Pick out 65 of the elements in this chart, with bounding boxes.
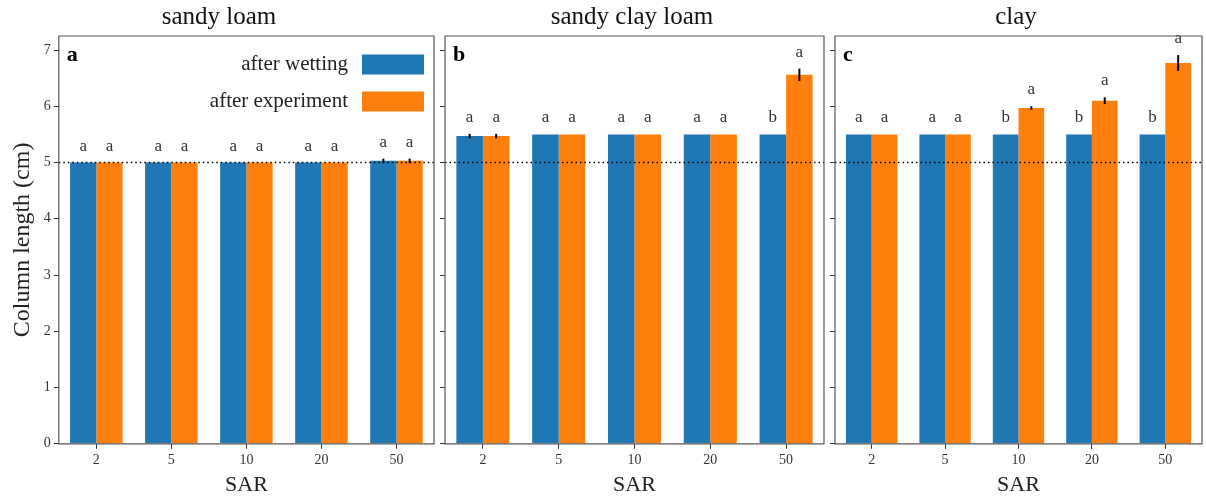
x-axis-title: SAR bbox=[613, 470, 657, 496]
annotation: a bbox=[492, 106, 501, 126]
annotation: a bbox=[1027, 79, 1036, 99]
chart-title: clay bbox=[995, 1, 1038, 29]
annotation: a bbox=[79, 135, 88, 155]
annotation: c bbox=[843, 40, 853, 66]
y-tick-label: 2 bbox=[43, 322, 51, 338]
annotation: b bbox=[453, 40, 466, 66]
annotation: a bbox=[405, 131, 414, 151]
y-axis-title: Column length (cm) bbox=[7, 142, 34, 338]
annotation: a bbox=[105, 135, 114, 155]
annotation: a bbox=[880, 107, 889, 127]
y-tick-label: 0 bbox=[43, 435, 51, 451]
x-axis-title: SAR bbox=[997, 470, 1041, 496]
annotation: a bbox=[643, 107, 652, 127]
chart-title: sandy loam bbox=[161, 1, 277, 29]
x-tick-label: 10 bbox=[627, 451, 642, 467]
annotation: b bbox=[768, 107, 778, 127]
x-tick-label: 50 bbox=[389, 451, 404, 467]
annotation: a bbox=[541, 107, 550, 127]
y-tick-label: 1 bbox=[43, 379, 51, 395]
legend-label: after experiment bbox=[209, 88, 349, 113]
x-tick-label: 2 bbox=[92, 451, 100, 467]
legend-label: after wetting bbox=[241, 51, 349, 76]
y-tick-label: 5 bbox=[43, 154, 51, 170]
x-tick-label: 20 bbox=[703, 451, 718, 467]
annotation: a bbox=[330, 135, 339, 155]
x-tick-label: 5 bbox=[555, 451, 563, 467]
annotation: a bbox=[617, 107, 626, 127]
annotation: a bbox=[180, 135, 189, 155]
annotation: a bbox=[229, 135, 238, 155]
x-tick-label: 5 bbox=[941, 451, 949, 467]
annotation: a bbox=[255, 135, 264, 155]
annotation: a bbox=[568, 107, 577, 127]
annotation: a bbox=[1100, 70, 1109, 90]
annotation: a bbox=[66, 40, 78, 66]
annotation: a bbox=[465, 106, 474, 126]
x-tick-label: 20 bbox=[1084, 451, 1099, 467]
y-tick-label: 3 bbox=[43, 266, 51, 282]
annotation: a bbox=[954, 107, 963, 127]
x-tick-label: 10 bbox=[1011, 451, 1026, 467]
y-tick-label: 6 bbox=[43, 97, 51, 113]
x-tick-label: 10 bbox=[239, 451, 254, 467]
y-tick-label: 4 bbox=[43, 210, 51, 226]
annotation: a bbox=[154, 135, 163, 155]
x-tick-label: 5 bbox=[167, 451, 175, 467]
y-tick-label: 7 bbox=[43, 41, 51, 57]
annotation: b bbox=[1001, 107, 1010, 127]
annotation: a bbox=[304, 135, 313, 155]
x-tick-label: 2 bbox=[479, 451, 487, 467]
annotation: a bbox=[379, 131, 388, 151]
annotation: a bbox=[1174, 28, 1183, 48]
annotation: a bbox=[719, 107, 728, 127]
annotation: a bbox=[855, 107, 864, 127]
annotation: b bbox=[1148, 107, 1157, 127]
annotation: a bbox=[928, 107, 937, 127]
x-tick-label: 50 bbox=[1158, 451, 1173, 467]
x-tick-label: 50 bbox=[779, 451, 794, 467]
x-tick-label: 20 bbox=[314, 451, 329, 467]
annotation: a bbox=[795, 41, 804, 61]
x-axis-title: SAR bbox=[225, 470, 269, 496]
annotation: a bbox=[693, 107, 702, 127]
chart-title: sandy clay loam bbox=[550, 1, 714, 29]
x-tick-label: 2 bbox=[868, 451, 876, 467]
annotation: b bbox=[1074, 107, 1084, 127]
